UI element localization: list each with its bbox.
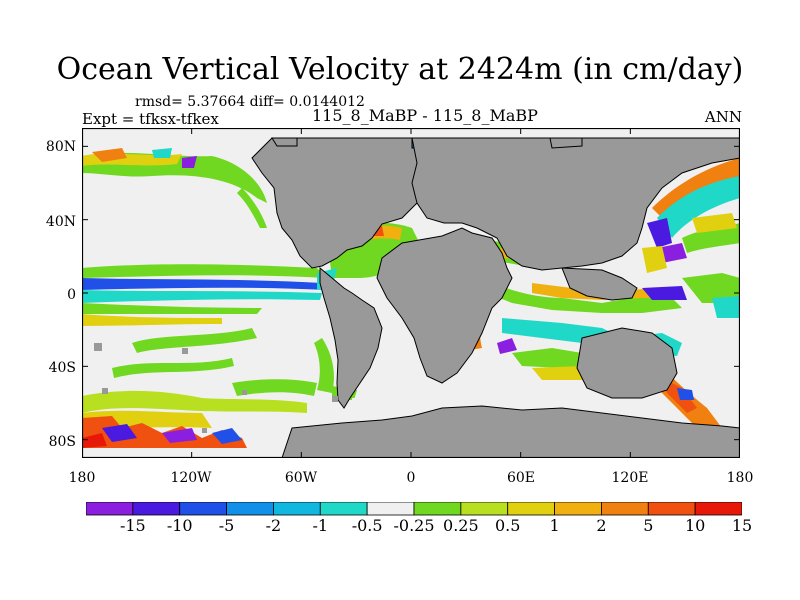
colorbar-label: -10 <box>166 516 193 535</box>
colorbar <box>86 502 742 516</box>
lat-tick-label: 40N <box>45 214 76 230</box>
colorbar-label: 0.25 <box>443 516 479 535</box>
lon-tick-label: 60W <box>284 470 318 486</box>
colorbar-label: -2 <box>265 516 282 535</box>
lat-tick-label: 80N <box>45 139 76 155</box>
colorbar-swatch <box>507 502 555 516</box>
antarctic-white-specks <box>352 378 540 414</box>
colorbar-swatch <box>226 502 274 516</box>
colorbar-label: 15 <box>731 516 753 535</box>
colorbar-swatch <box>554 502 602 516</box>
colorbar-label: -0.25 <box>393 516 435 535</box>
colorbar-label: -15 <box>119 516 146 535</box>
colorbar-swatch <box>132 502 181 516</box>
lon-tick-label: 120E <box>611 470 649 486</box>
colorbar-swatch <box>179 502 227 516</box>
experiment-label: Expt = tfksx-tfkex <box>82 110 219 128</box>
season-label: ANN <box>704 108 742 126</box>
colorbar-label: -5 <box>218 516 235 535</box>
case-label: 115_8_MaBP - 115_8_MaBP <box>312 106 538 125</box>
lat-tick-label: 80S <box>48 434 76 450</box>
pacific-islands <box>94 343 338 433</box>
lon-tick-label: 180 <box>726 470 754 486</box>
lat-tick-label: 0 <box>67 287 76 303</box>
colorbar-label: 2 <box>596 516 607 535</box>
lon-tick-label: 120W <box>170 470 212 486</box>
land-masses <box>251 137 740 458</box>
colorbar-label: 1 <box>549 516 560 535</box>
western-boundary-field <box>642 158 740 318</box>
colorbar-label: 10 <box>684 516 706 535</box>
map-plot <box>82 128 740 458</box>
lon-tick-label: 180 <box>68 470 96 486</box>
pacific-field <box>82 148 332 448</box>
colorbar-swatch <box>460 502 509 516</box>
colorbar-label: -0.5 <box>351 516 383 535</box>
lon-tick-label: 60E <box>506 470 536 486</box>
colorbar-swatch <box>413 502 462 516</box>
colorbar-swatch <box>601 502 649 516</box>
stats-text: rmsd= 5.37664 diff= 0.0144012 <box>135 94 365 110</box>
colorbar-label: 0.5 <box>494 516 521 535</box>
colorbar-swatch <box>694 502 742 516</box>
lon-tick-label: 0 <box>406 470 416 486</box>
colorbar-swatch <box>647 502 696 516</box>
colorbar-swatch <box>86 502 134 516</box>
tick-marks <box>82 128 740 458</box>
colorbar-label: -1 <box>312 516 329 535</box>
colorbar-label: 5 <box>643 516 654 535</box>
lat-tick-label: 40S <box>48 360 76 376</box>
map-title: Ocean Vertical Velocity at 2424m (in cm/… <box>56 52 744 87</box>
colorbar-swatch <box>366 502 415 516</box>
colorbar-swatch <box>273 502 321 516</box>
colorbar-swatch <box>319 502 368 516</box>
